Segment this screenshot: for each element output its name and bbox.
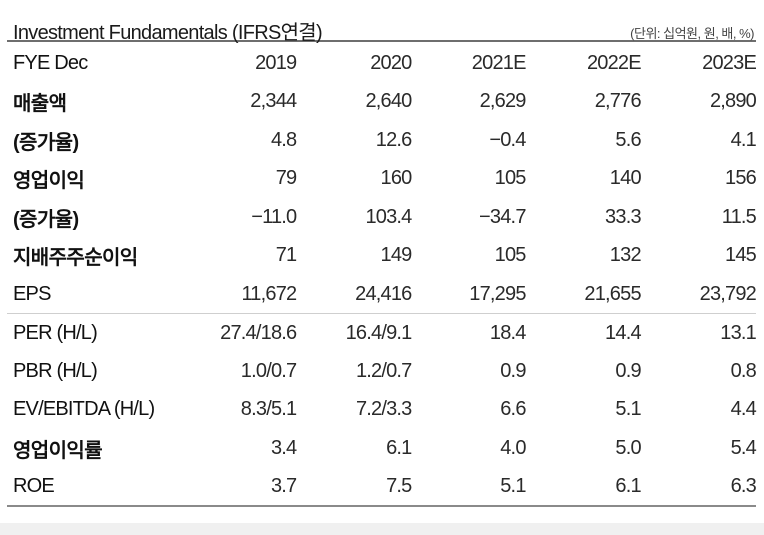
column-header-2019: 2019 xyxy=(255,51,297,74)
cell-value: 2,776 xyxy=(594,90,642,113)
cell-value: 33.3 xyxy=(605,205,642,228)
cell-value: 2,629 xyxy=(479,90,527,113)
column-header-2021e: 2021E xyxy=(471,51,527,74)
cell-value: 6.6 xyxy=(500,398,526,421)
column-header-fye: FYE Dec xyxy=(13,51,88,74)
cell-value: 11.5 xyxy=(721,205,757,228)
cell-value: 1.2/0.7 xyxy=(355,359,412,382)
row-label: (증가율) xyxy=(13,131,79,154)
bottom-strip xyxy=(0,523,764,535)
cell-value: 0.9 xyxy=(615,359,641,382)
cell-value: 3.4 xyxy=(270,436,297,459)
cell-value: 5.1 xyxy=(411,467,526,507)
row-label: 매출액 xyxy=(13,93,67,116)
row-label: 영업이익 xyxy=(13,170,85,193)
cell-value: 2,640 xyxy=(365,90,412,113)
cell-value: 132 xyxy=(609,244,642,267)
cell-value: 145 xyxy=(725,244,757,267)
cell-value: 149 xyxy=(380,244,413,267)
cell-value: 105 xyxy=(494,244,527,267)
row-label: 영업이익률 xyxy=(13,439,103,462)
table-row-pbr: PBR (H/L) 1.0/0.7 1.2/0.7 0.9 0.9 0.8 xyxy=(7,352,757,391)
cell-value: 23,792 xyxy=(699,282,757,305)
cell-value: 6.1 xyxy=(386,436,412,459)
cell-value: 160 xyxy=(380,167,413,190)
cell-value: 24,416 xyxy=(355,282,412,305)
cell-value: 2,344 xyxy=(250,90,297,113)
cell-value: 7.5 xyxy=(296,467,412,507)
table-row-operating-margin: 영업이익률 3.4 6.1 4.0 5.0 5.4 xyxy=(7,429,757,468)
cell-value: 12.6 xyxy=(375,128,413,151)
cell-value: 21,655 xyxy=(584,282,641,305)
cell-value: 103.4 xyxy=(365,205,412,228)
table-row-operating-profit: 영업이익 79 160 105 140 156 xyxy=(7,160,757,199)
cell-value: 4.0 xyxy=(500,436,526,459)
row-label: PBR (H/L) xyxy=(13,359,98,382)
cell-value: 5.6 xyxy=(615,128,641,151)
cell-value: 105 xyxy=(494,167,527,190)
column-header-2022e: 2022E xyxy=(586,51,642,74)
row-label: ROE xyxy=(7,467,193,507)
row-label: (증가율) xyxy=(13,208,79,231)
cell-value: 71 xyxy=(275,244,297,267)
cell-value: 14.4 xyxy=(525,313,642,352)
cell-value: −0.4 xyxy=(489,128,526,151)
header-row: FYE Dec 2019 2020 2021E 2022E 2023E xyxy=(7,44,757,83)
row-label: PER (H/L) xyxy=(7,313,193,352)
cell-value: 7.2/3.3 xyxy=(355,398,412,421)
cell-value: −11.0 xyxy=(251,205,297,228)
cell-value: 4.8 xyxy=(270,128,297,151)
cell-value: 156 xyxy=(725,167,757,190)
table-row-revenue-growth: (증가율) 4.8 12.6 −0.4 5.6 4.1 xyxy=(7,121,757,160)
units-note: (단위: 십억원, 원, 배, %) xyxy=(630,26,754,41)
cell-value: 140 xyxy=(609,167,642,190)
cell-value: 4.1 xyxy=(730,128,757,151)
cell-value: 5.4 xyxy=(730,436,757,459)
cell-value: 27.4/18.6 xyxy=(192,313,297,352)
cell-value: 0.8 xyxy=(730,359,757,382)
row-label: 지배주주순이익 xyxy=(13,247,138,270)
row-label: EPS xyxy=(13,282,51,305)
cell-value: 79 xyxy=(275,167,297,190)
cell-value: 5.1 xyxy=(615,398,641,421)
column-header-2023e: 2023E xyxy=(702,51,757,74)
cell-value: 18.4 xyxy=(411,313,526,352)
cell-value: 6.3 xyxy=(640,467,757,507)
cell-value: 2,890 xyxy=(709,90,757,113)
cell-value: 5.0 xyxy=(615,436,641,459)
row-label: EV/EBITDA (H/L) xyxy=(13,398,155,421)
table-row-roe: ROE 3.7 7.5 5.1 6.1 6.3 xyxy=(7,467,757,507)
cell-value: 0.9 xyxy=(500,359,526,382)
table-row-net-income: 지배주주순이익 71 149 105 132 145 xyxy=(7,237,757,276)
table-row-per: PER (H/L) 27.4/18.6 16.4/9.1 18.4 14.4 1… xyxy=(7,313,757,352)
cell-value: 6.1 xyxy=(525,467,642,507)
table-row-operating-profit-growth: (증가율) −11.0 103.4 −34.7 33.3 11.5 xyxy=(7,198,757,237)
cell-value: 4.4 xyxy=(730,398,757,421)
cell-value: 8.3/5.1 xyxy=(240,398,297,421)
cell-value: −34.7 xyxy=(479,205,526,228)
cell-value: 1.0/0.7 xyxy=(240,359,297,382)
cell-value: 3.7 xyxy=(192,467,297,507)
cell-value: 17,295 xyxy=(469,282,526,305)
column-header-2020: 2020 xyxy=(370,51,412,74)
cell-value: 13.1 xyxy=(640,313,757,352)
cell-value: 16.4/9.1 xyxy=(296,313,412,352)
title-bar: Investment Fundamentals (IFRS연결) (단위: 십억… xyxy=(7,10,756,44)
fundamentals-table: FYE Dec 2019 2020 2021E 2022E 2023E 매출액 … xyxy=(7,44,757,507)
table-row-ev-ebitda: EV/EBITDA (H/L) 8.3/5.1 7.2/3.3 6.6 5.1 … xyxy=(7,391,757,430)
cell-value: 11,672 xyxy=(241,282,297,305)
table-row-eps: EPS 11,672 24,416 17,295 21,655 23,792 xyxy=(7,275,757,314)
table-row-revenue: 매출액 2,344 2,640 2,629 2,776 2,890 xyxy=(7,83,757,122)
table-title: Investment Fundamentals (IFRS연결) xyxy=(13,22,323,44)
